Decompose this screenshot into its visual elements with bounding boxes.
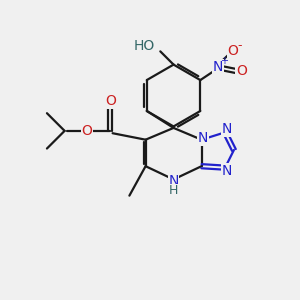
Text: -: - bbox=[237, 39, 242, 52]
Text: N: N bbox=[221, 122, 232, 136]
Text: O: O bbox=[236, 64, 247, 78]
Text: H: H bbox=[168, 184, 178, 197]
Text: +: + bbox=[220, 56, 228, 66]
Text: N: N bbox=[168, 174, 179, 188]
Text: N: N bbox=[221, 164, 232, 178]
Text: O: O bbox=[227, 44, 238, 58]
Text: N: N bbox=[213, 60, 223, 74]
Text: N: N bbox=[198, 131, 208, 145]
Text: O: O bbox=[105, 94, 116, 108]
Text: O: O bbox=[81, 124, 92, 138]
Text: HO: HO bbox=[134, 39, 155, 53]
